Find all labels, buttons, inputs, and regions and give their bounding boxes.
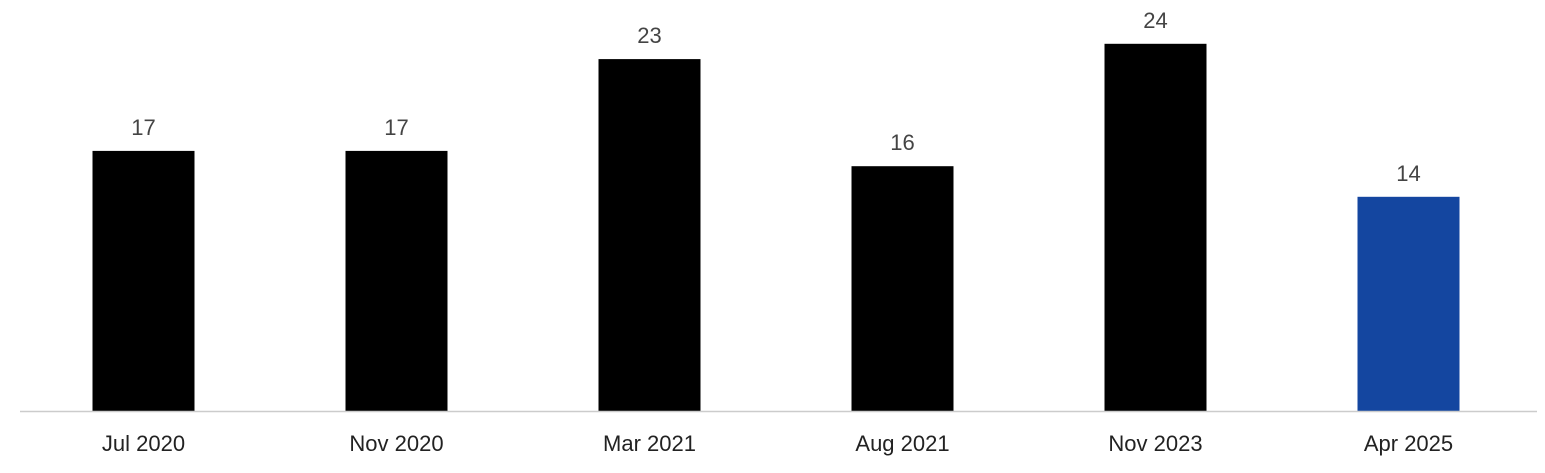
x-tick-label: Jul 2020 [102, 431, 185, 456]
data-label: 17 [131, 115, 155, 140]
bar-jul-2020 [92, 150, 195, 411]
x-tick-label: Nov 2023 [1108, 431, 1202, 456]
data-labels-layer: 17 17 23 16 24 14 [131, 8, 1420, 186]
bar-nov-2023 [1104, 43, 1207, 412]
x-axis-ticks-layer: Jul 2020 Nov 2020 Mar 2021 Aug 2021 Nov 2023… [102, 431, 1453, 456]
x-tick-label: Mar 2021 [603, 431, 696, 456]
x-tick-label: Nov 2020 [349, 431, 443, 456]
bar-mar-2021 [598, 59, 701, 411]
data-label: 24 [1143, 8, 1167, 33]
data-label: 14 [1396, 161, 1420, 186]
data-label: 16 [890, 130, 914, 155]
bars-layer [92, 43, 1460, 412]
bar-nov-2020 [345, 150, 448, 411]
bar-aug-2021 [851, 166, 954, 411]
data-label: 23 [637, 23, 661, 48]
data-label: 17 [384, 115, 408, 140]
x-tick-label: Apr 2025 [1364, 431, 1453, 456]
bar-apr-2025 [1357, 196, 1460, 411]
x-tick-label: Aug 2021 [855, 431, 949, 456]
